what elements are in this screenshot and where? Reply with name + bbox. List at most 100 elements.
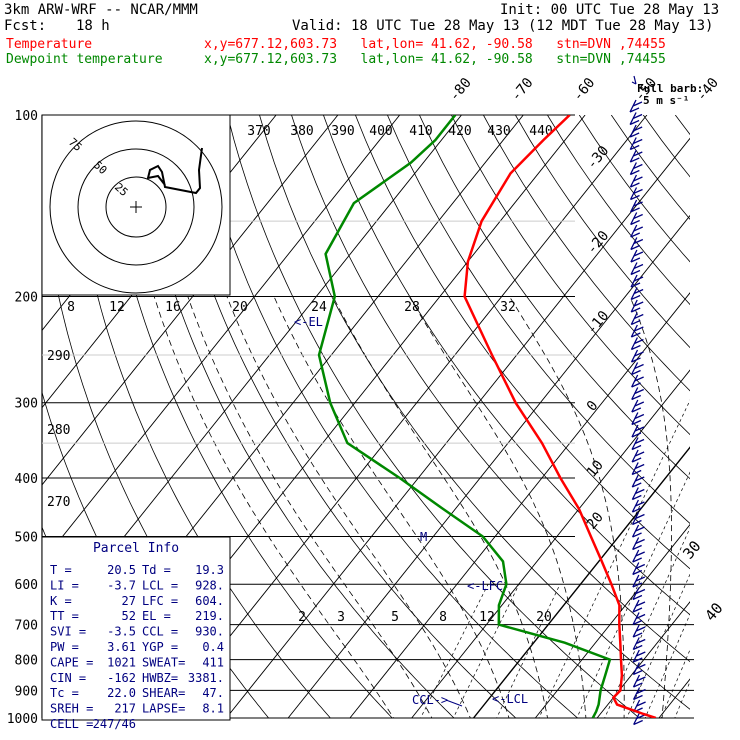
pressure-label-500: 500: [15, 530, 38, 545]
theta-e-label: 270: [47, 495, 70, 510]
temperature-location: x,y=677.12,603.73 lat,lon= 41.62, -90.58…: [204, 37, 666, 52]
wind-barb: [632, 674, 646, 688]
parcel-value: 0.4: [202, 640, 224, 654]
theta-label: 380: [290, 124, 313, 139]
profiles: [317, 115, 657, 718]
parcel-key: SREH =: [50, 702, 93, 716]
mixing-ratio-label: 2: [298, 610, 306, 625]
wind-barb: [632, 662, 646, 676]
wind-barb: [630, 237, 644, 251]
theta-label: 440: [529, 124, 552, 139]
wind-barb: [630, 212, 643, 226]
mixing-ratio-label: 3: [337, 610, 345, 625]
parcel-value: 1021: [107, 655, 136, 669]
mixing-ratio-line: [674, 680, 690, 718]
isotherm-label: 30: [679, 537, 704, 562]
mixing-ratio-label: 12: [479, 610, 495, 625]
isotherm: [42, 115, 401, 563]
mixing-ratio-line: [644, 613, 690, 718]
wind-barb: [631, 487, 645, 501]
wind-barb: [629, 162, 643, 176]
parcel-key: LAPSE=: [142, 702, 185, 716]
dry-adiabat: [0, 115, 29, 731]
wind-barb: [632, 587, 646, 601]
isotherm: [596, 601, 690, 718]
hodograph-trace: [146, 147, 203, 195]
wind-barb: [630, 274, 644, 288]
parcel-key: PW =: [50, 640, 79, 654]
level-marker: <-LFC: [467, 579, 503, 593]
barb-legend-subtitle: 5 m s⁻¹: [643, 94, 689, 107]
dry-adiabats: [0, 115, 690, 731]
isotherm: [349, 292, 690, 718]
wind-barb: [631, 499, 645, 513]
moist-adiabat: [226, 296, 471, 718]
mixing-ratio-line: [626, 573, 690, 718]
isotherm-label: -30: [584, 143, 613, 173]
wind-barb: [629, 137, 643, 151]
parcel-value: 930.: [195, 625, 224, 639]
pressure-label-100: 100: [15, 109, 38, 124]
mixing-ratio-label: 28: [404, 300, 420, 315]
isotherm-label: -80: [446, 75, 475, 105]
parcel-value: 8.1: [202, 702, 224, 716]
wind-barb: [632, 649, 646, 663]
hodograph-ring: [49, 120, 223, 294]
parcel-value: -162: [107, 671, 136, 685]
wind-barb: [629, 124, 643, 138]
isotherm-label: -60: [570, 75, 599, 105]
level-marker: M: [420, 530, 427, 544]
dry-adiabat: [227, 115, 641, 718]
parcel-key: T =: [50, 563, 72, 577]
pressure-label-800: 800: [15, 654, 38, 669]
isotherm-label: 40: [701, 599, 726, 624]
temperature-profile: [463, 115, 657, 718]
wind-barb: [631, 462, 645, 476]
forecast-hour: 18 h: [76, 18, 110, 34]
wind-barb: [629, 112, 643, 126]
parcel-value: 411: [202, 655, 224, 669]
wind-barb: [629, 187, 643, 201]
parcel-key: Tc =: [50, 686, 79, 700]
wind-barb: [632, 562, 646, 576]
moist-adiabat: [408, 296, 587, 718]
parcel-key: CCL =: [142, 625, 178, 639]
dry-adiabat: [610, 115, 690, 220]
parcel-key: SHEAR=: [142, 686, 185, 700]
parcel-key: LI =: [50, 578, 79, 592]
wind-barb: [629, 99, 643, 113]
mixing-ratio-line: [452, 584, 520, 718]
isotherm: [42, 115, 339, 486]
parcel-info-title: Parcel Info: [93, 541, 179, 556]
isotherm-label: 10: [584, 457, 607, 480]
theta-label: 420: [448, 124, 471, 139]
wind-barb: [631, 437, 645, 451]
wind-barb: [631, 474, 645, 488]
theta-label: 400: [369, 124, 392, 139]
dry-adiabat: [195, 115, 579, 718]
isotherm: [225, 137, 690, 718]
wind-barb: [631, 412, 645, 426]
moist-adiabat: [332, 296, 548, 718]
ccl-arrow: [445, 699, 463, 707]
pressure-label-400: 400: [15, 472, 38, 487]
wind-barb: [629, 174, 643, 188]
parcel-value: 217: [114, 702, 136, 716]
wind-barb: [630, 287, 644, 301]
dry-adiabat: [483, 115, 690, 392]
barb-legend-title: Full barb:: [637, 82, 703, 95]
level-marker: <-EL: [294, 315, 323, 329]
wind-barb: [630, 362, 644, 376]
wind-barb: [630, 337, 644, 351]
dry-adiabat: [451, 115, 690, 436]
parcel-key: K =: [50, 594, 72, 608]
parcel-value: 247/46: [93, 717, 136, 731]
theta-e-label: 290: [47, 349, 70, 364]
parcel-key: LCL =: [142, 578, 178, 592]
mixing-ratio-label: 20: [232, 300, 248, 315]
parcel-key: Td =: [142, 563, 171, 577]
wind-barb: [631, 374, 644, 388]
wind-barb: [631, 424, 645, 438]
dry-adiabat: [131, 115, 455, 718]
theta-label: 370: [247, 124, 270, 139]
